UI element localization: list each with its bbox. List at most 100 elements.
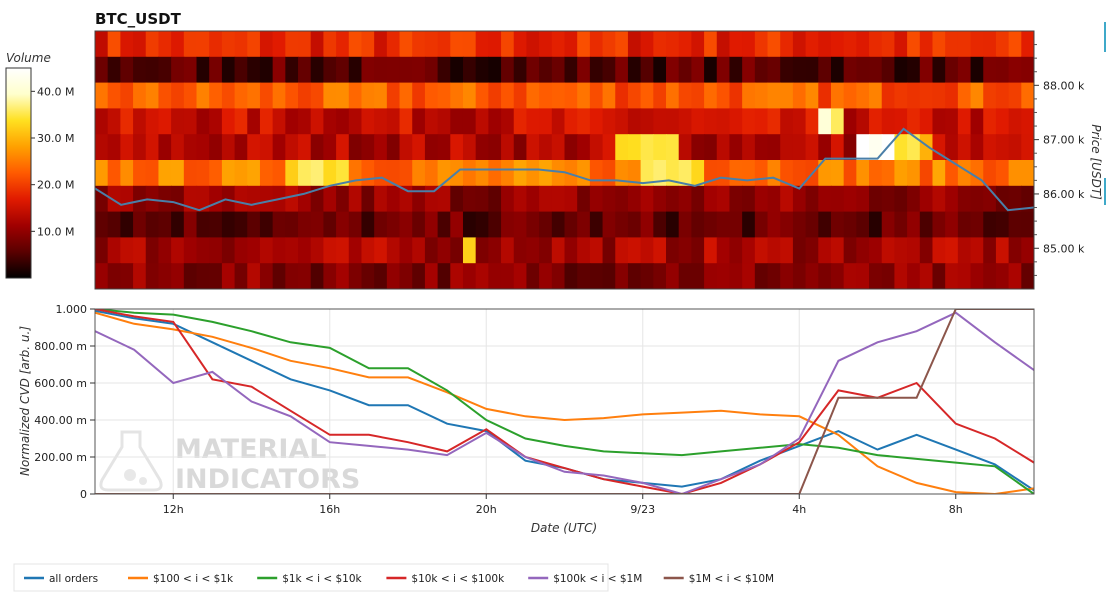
heatmap-cell [272,160,286,187]
heatmap-cell [437,56,451,84]
heatmap-cell [894,134,908,161]
heatmap-cell [767,108,781,135]
heatmap-cell [843,211,857,238]
heatmap-cell [107,263,121,289]
heatmap-cell [450,56,464,84]
heatmap-cell [704,263,718,289]
heatmap-cell [475,134,489,161]
heatmap-cell [336,31,350,58]
heatmap-cell [869,31,883,58]
heatmap-cell [754,211,769,238]
legend-entry: $10k < i < $100k [411,573,505,585]
heatmap-cell [336,263,350,289]
heatmap-cell [627,56,642,84]
heatmap-cell [919,160,934,187]
heatmap-cell [742,263,756,289]
heatmap-cell [539,82,553,109]
heatmap-cell [183,108,198,135]
heatmap-cell [361,31,375,58]
heatmap-cell [742,108,756,135]
heatmap-cell [805,56,819,84]
heatmap-cell [830,237,845,264]
heatmap-cell [957,108,972,135]
heatmap-cell [209,31,223,58]
heatmap-cell [348,134,363,161]
heatmap-cell [526,108,540,135]
cvd-x-tick-label: 4h [792,503,806,516]
heatmap-cell [424,211,439,238]
heatmap-cell [666,185,680,213]
heatmap-cell [513,134,528,161]
cvd-y-tick-label: 1.000 [56,303,88,316]
heatmap-cell [412,237,426,264]
heatmap-cell [183,82,198,109]
colorbar-label: Volume [6,51,51,65]
heatmap-cell [678,56,692,84]
heatmap-cell [830,31,845,58]
heatmap-cell [374,160,388,187]
heatmap-cell [133,108,147,135]
heatmap-cell [475,160,489,187]
heatmap-cell [919,82,934,109]
heatmap-cell [551,108,566,135]
heatmap-cell [627,108,642,135]
heatmap-cell [577,108,591,135]
heatmap-cell [399,185,413,213]
heatmap-cell [983,108,997,135]
heatmap-cell [589,56,604,84]
heatmap-cell [145,108,160,135]
heatmap-cell [919,185,934,213]
heatmap-cell [145,211,160,238]
heatmap-cell [386,237,401,264]
legend-entry: $1M < i < $10M [689,573,774,585]
heatmap-cell [323,82,337,109]
heatmap-cell [386,263,401,289]
heatmap-cell [551,237,566,264]
heatmap-cell [957,134,972,161]
heatmap-cell [754,82,769,109]
heatmap-cell [983,82,997,109]
heatmap-cell [704,237,718,264]
heatmap-cell [171,134,185,161]
heatmap-cell [171,82,185,109]
heatmap-cell [729,82,743,109]
heatmap-cell [348,211,363,238]
heatmap-cell [107,31,121,58]
heatmap-cell [907,31,921,58]
heatmap-cell [133,211,147,238]
heatmap-cell [133,134,147,161]
heatmap-frame [94,30,1035,290]
heatmap-cell [158,31,172,58]
heatmap-cell [462,56,477,84]
heatmap-cell [704,185,718,213]
heatmap-cell [995,134,1010,161]
heatmap-cell [133,237,147,264]
heatmap-cell [1008,185,1022,213]
heatmap-cell [399,160,413,187]
heatmap-cell [627,31,642,58]
heatmap-cell [234,134,248,161]
heatmap-cell [539,31,553,58]
heatmap-cell [526,211,540,238]
heatmap-cell [323,134,337,161]
heatmap-cell [374,134,388,161]
heatmap-cell [894,56,908,84]
heatmap-cell [792,134,807,161]
heatmap-cell [285,160,299,187]
heatmap-cell [907,263,921,289]
heatmap-cell [780,31,794,58]
heatmap-cell [970,263,984,289]
heatmap-cell [653,263,667,289]
heatmap-cell [386,82,401,109]
heatmap-cell [183,263,198,289]
heatmap-cell [627,82,642,109]
heatmap-cell [564,56,578,84]
heatmap-cell [754,237,769,264]
heatmap-cell [792,237,807,264]
heatmap-cell [919,211,934,238]
heatmap-cell [615,134,629,161]
heatmap-cell [932,31,946,58]
heatmap-cell [919,237,934,264]
heatmap-cell [437,237,451,264]
heatmap-cell [475,211,489,238]
